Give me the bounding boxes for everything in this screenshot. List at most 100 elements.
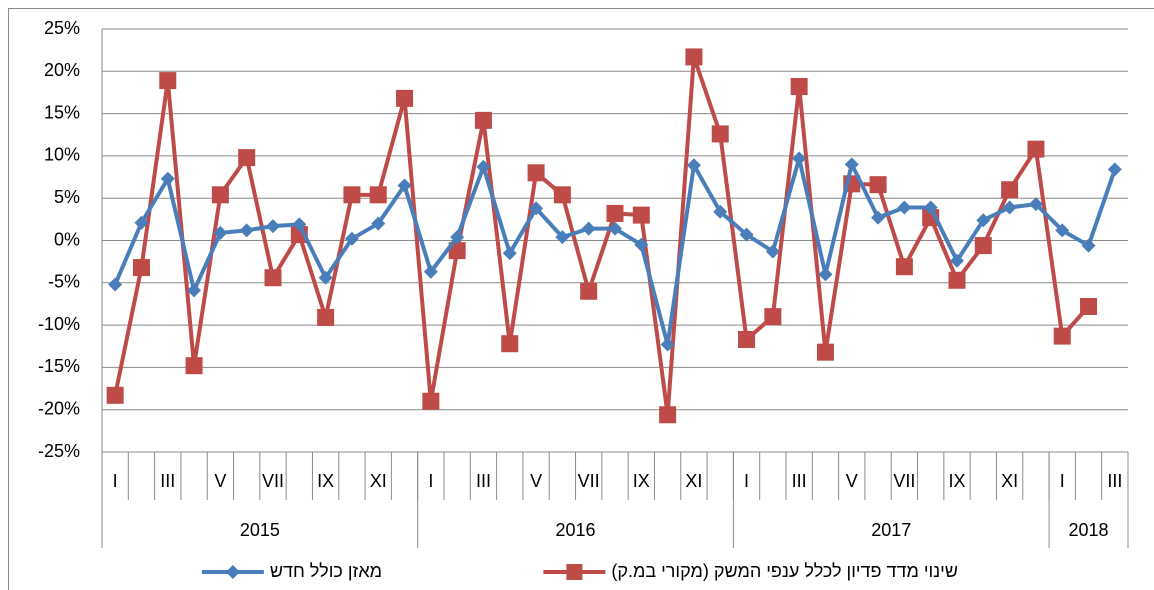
y-tick-label: 25%	[44, 18, 80, 38]
point	[818, 267, 833, 282]
y-tick-label: 0%	[54, 229, 80, 249]
point	[580, 282, 598, 300]
point	[397, 178, 412, 193]
x-tick-label: XI	[1001, 471, 1018, 491]
point	[160, 171, 175, 186]
x-tick-label: VII	[578, 471, 600, 491]
point	[816, 343, 834, 361]
point	[502, 246, 517, 261]
point	[923, 200, 938, 215]
point	[344, 231, 359, 246]
x-tick-label: III	[792, 471, 807, 491]
point	[871, 210, 886, 225]
point	[632, 206, 650, 224]
legend-marker	[225, 565, 240, 579]
y-tick-label: 20%	[44, 60, 80, 80]
point	[266, 219, 280, 234]
y-tick-label: 5%	[54, 187, 80, 207]
point	[1001, 181, 1019, 199]
point	[790, 78, 808, 96]
point	[474, 111, 492, 129]
point	[108, 277, 123, 292]
point	[897, 200, 912, 215]
point	[211, 186, 229, 204]
point	[948, 271, 966, 289]
year-label: 2018	[1069, 520, 1109, 540]
point	[1053, 327, 1071, 345]
legend-label: שינוי מדד פדיון לכלל ענפי המשק (מקורי במ…	[611, 561, 958, 581]
point	[132, 259, 150, 277]
point	[106, 386, 124, 404]
x-tick-label: IX	[317, 471, 334, 491]
point	[1080, 297, 1098, 315]
x-tick-label: V	[530, 471, 542, 491]
x-tick-label: III	[476, 471, 491, 491]
point	[950, 253, 964, 268]
point	[318, 270, 333, 285]
x-tick-label: I	[113, 471, 118, 491]
y-tick-label: 10%	[44, 145, 80, 165]
point	[238, 149, 256, 167]
point	[634, 237, 649, 252]
point	[317, 308, 335, 326]
point	[159, 72, 177, 90]
point	[659, 406, 677, 424]
legend-label: מאזן כולל חדש	[270, 561, 382, 581]
point	[844, 157, 859, 172]
point	[711, 125, 729, 143]
point	[1081, 238, 1096, 253]
point	[1107, 162, 1122, 177]
point	[581, 221, 596, 236]
point	[555, 230, 570, 245]
point	[765, 244, 780, 259]
point	[606, 204, 624, 222]
chart-frame	[8, 8, 1154, 590]
point	[264, 269, 282, 287]
point	[396, 89, 414, 107]
point	[1027, 140, 1045, 158]
point	[371, 216, 386, 231]
series	[106, 48, 1098, 424]
y-tick-label: -5%	[48, 272, 80, 292]
x-tick-label: V	[846, 471, 858, 491]
year-label: 2016	[556, 520, 596, 540]
point	[369, 186, 387, 204]
point	[1028, 197, 1043, 212]
point	[895, 258, 913, 276]
x-tick-label: IX	[633, 471, 650, 491]
x-tick-label: VII	[893, 471, 915, 491]
year-label: 2015	[240, 520, 280, 540]
point	[239, 223, 254, 238]
point	[660, 337, 675, 352]
series	[108, 151, 1122, 352]
y-tick-label: 15%	[44, 102, 80, 122]
point	[292, 217, 307, 232]
x-tick-label: III	[160, 471, 175, 491]
point	[974, 237, 992, 255]
point	[738, 330, 756, 348]
x-tick-label: IX	[948, 471, 965, 491]
point	[869, 176, 887, 194]
point	[134, 215, 149, 230]
series-line	[113, 156, 1117, 347]
y-tick-label: -15%	[38, 356, 80, 376]
point	[213, 225, 228, 240]
x-tick-label: V	[214, 471, 226, 491]
x-tick-label: I	[1060, 471, 1065, 491]
y-tick-label: -25%	[38, 441, 80, 461]
point	[529, 201, 544, 216]
point	[423, 264, 438, 279]
point	[739, 227, 754, 242]
x-tick-label: I	[744, 471, 749, 491]
point	[686, 158, 701, 173]
point	[685, 48, 703, 66]
point	[422, 392, 440, 410]
x-tick-label: III	[1107, 471, 1122, 491]
point	[713, 204, 728, 219]
x-tick-label: I	[428, 471, 433, 491]
x-tick-label: XI	[370, 471, 387, 491]
point	[450, 230, 465, 245]
x-tick-label: XI	[685, 471, 702, 491]
point	[501, 335, 519, 353]
